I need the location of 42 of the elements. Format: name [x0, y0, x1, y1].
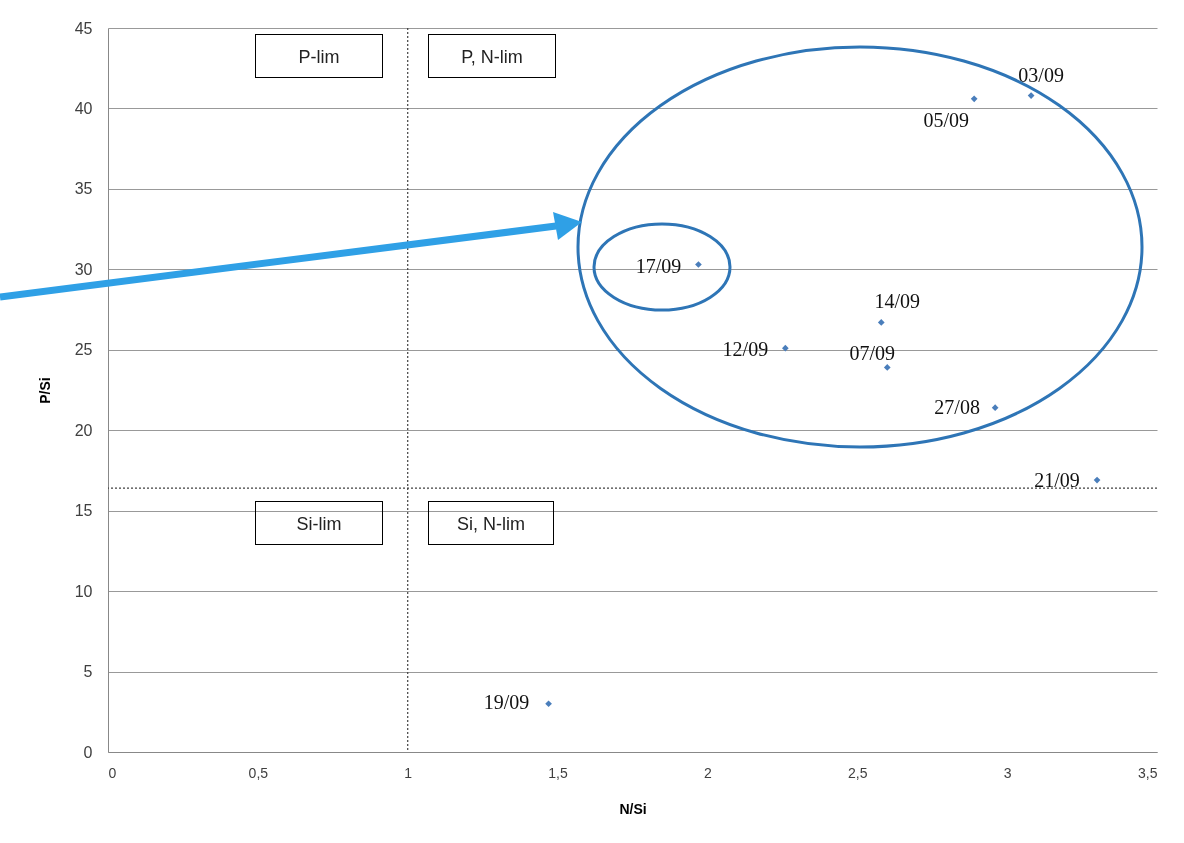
text-box: P, N-lim — [428, 34, 556, 78]
text-box: P-lim — [255, 34, 383, 78]
y-axis-title: P/Si — [36, 377, 53, 404]
point — [1027, 92, 1035, 99]
x-tick-label: 1 — [404, 764, 413, 781]
text-box: Si, N-lim — [428, 501, 554, 545]
y-tick-label: 35 — [74, 180, 93, 198]
y-tick-label: 0 — [83, 743, 93, 761]
point — [883, 364, 891, 371]
x-tick-label: 2 — [704, 764, 713, 781]
x-tick-label: 0 — [108, 764, 117, 781]
x-tick-label: 0,5 — [248, 764, 269, 781]
x-tick-label: 1,5 — [548, 764, 569, 781]
annotation: 17/09 — [635, 254, 682, 277]
point — [545, 700, 552, 708]
x-tick-label: 3,5 — [1138, 764, 1158, 781]
y-tick-label: 25 — [74, 341, 93, 359]
point — [782, 344, 789, 352]
x-tick-label: 2,5 — [848, 764, 868, 781]
y-tick-label: 10 — [74, 582, 93, 600]
annotation: 14/09 — [874, 290, 921, 313]
annotation: 19/09 — [483, 690, 530, 713]
y-tick-label: 20 — [74, 421, 93, 439]
point — [877, 319, 885, 326]
annotation: 03/09 — [1018, 63, 1064, 86]
annotation: 21/09 — [1034, 469, 1080, 492]
annotation: 27/08 — [934, 395, 980, 418]
y-tick-label: 45 — [74, 19, 93, 37]
text-box: Si-lim — [255, 501, 383, 545]
point — [991, 404, 999, 412]
x-axis-title: N/Si — [619, 800, 647, 817]
y-tick-label: 5 — [83, 663, 93, 681]
y-tick-label: 40 — [74, 99, 93, 117]
point — [970, 95, 978, 103]
x-tick-label: 3 — [1003, 764, 1012, 781]
y-tick-label: 15 — [74, 502, 93, 520]
point — [1093, 476, 1101, 484]
point — [695, 261, 702, 268]
annotation: 07/09 — [849, 342, 896, 365]
y-tick-label: 30 — [74, 260, 93, 278]
annotation: 12/09 — [722, 338, 769, 361]
annotation: 05/09 — [923, 108, 969, 131]
